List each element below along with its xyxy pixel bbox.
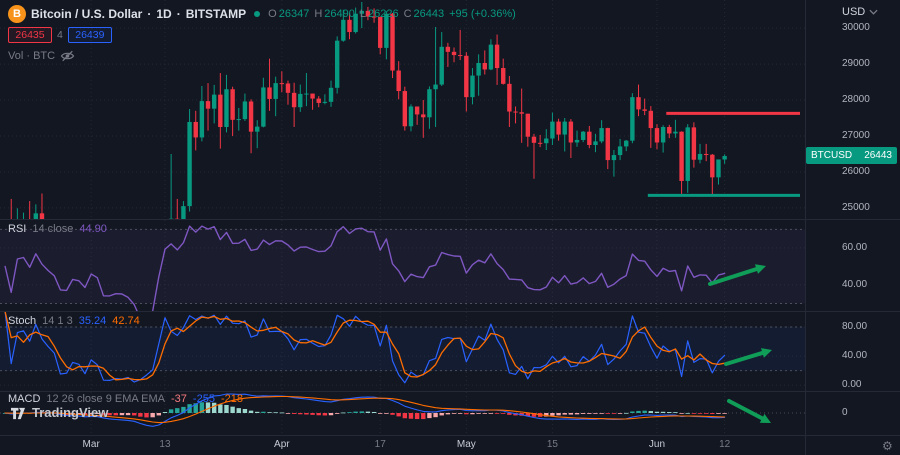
high-value: 26490	[324, 8, 355, 20]
axis-tick-label: 26000	[842, 165, 870, 177]
time-tick-label: Apr	[274, 439, 290, 450]
currency-selector[interactable]: USD	[842, 6, 878, 18]
rsi-params: 14 close	[32, 223, 74, 235]
axis-tick-label: 29000	[842, 58, 870, 70]
macd-line-value: -255	[192, 393, 215, 405]
btc-coin-icon: B	[8, 5, 26, 23]
pane-separator[interactable]	[0, 311, 900, 312]
time-tick-label: Mar	[82, 439, 100, 450]
stoch-params: 14 1 3	[42, 315, 73, 327]
stoch-k-value: 35.24	[78, 315, 107, 327]
arrow-annotation	[724, 350, 765, 366]
low-value: 26226	[367, 8, 399, 20]
volume-legend: Vol · BTC	[8, 50, 75, 62]
symbol-legend: B Bitcoin / U.S. Dollar · 1D · BITSTAMP …	[8, 5, 516, 23]
axis-tick-label: 40.00	[842, 278, 868, 290]
time-tick-label: 15	[546, 439, 558, 450]
rsi-value: 44.90	[79, 223, 107, 235]
axis-tick-label: 60.00	[842, 241, 868, 253]
sell-button[interactable]: 26435	[8, 27, 52, 43]
time-tick-label: 17	[374, 439, 386, 450]
price-axis[interactable]: 30000 29000 28000 27000 26000 25000 60.00 40.00…	[806, 0, 900, 435]
axis-tick-label: 0	[842, 407, 848, 418]
stoch-title[interactable]: Stoch	[8, 315, 37, 327]
macd-hist-value: -37	[171, 393, 187, 405]
currency-label: USD	[842, 6, 866, 18]
pane-separator[interactable]	[0, 219, 900, 220]
buy-button[interactable]: 26439	[67, 27, 112, 43]
price-tag-symbol: BTCUSD	[811, 150, 853, 162]
rsi-header: RSI 14 close 44.90	[8, 223, 107, 235]
axis-tick-label: 80.00	[842, 321, 868, 333]
macd-params: 12 26 close 9 EMA EMA	[46, 393, 166, 405]
time-tick-label: May	[456, 439, 476, 450]
macd-layer	[2, 393, 727, 427]
last-price-tag: BTCUSD 26443	[806, 147, 897, 165]
arrow-annotation	[708, 267, 759, 286]
axis-tick-label: 27000	[842, 129, 870, 141]
axis-tick-label: 25000	[842, 201, 870, 213]
price-tag-price: 26443	[864, 150, 892, 162]
separator-dot: ·	[147, 7, 152, 21]
time-tick-label: 12	[719, 439, 731, 450]
volume-label: Vol · BTC	[8, 50, 56, 62]
stoch-lines	[4, 312, 726, 384]
low-label: L	[359, 8, 366, 20]
rsi-title[interactable]: RSI	[8, 223, 27, 235]
tradingview-logo-text: TradingView	[32, 405, 109, 420]
interval-label[interactable]: 1D	[156, 7, 172, 21]
macd-title[interactable]: MACD	[8, 393, 41, 405]
macd-signal-value: -218	[220, 393, 243, 405]
rsi-line	[4, 225, 726, 311]
macd-header: MACD 12 26 close 9 EMA EMA -37 -255 -218	[8, 393, 243, 405]
spread-value: 4	[57, 29, 63, 41]
tradingview-logo[interactable]: TradingView	[10, 405, 108, 420]
time-axis-border	[0, 435, 900, 436]
separator-dot: ·	[176, 7, 181, 21]
exchange-label: BITSTAMP	[185, 7, 247, 21]
time-tick-label: 13	[159, 439, 171, 450]
high-label: H	[314, 8, 323, 20]
axis-tick-label: 40.00	[842, 350, 868, 362]
time-axis[interactable]: Mar 13 Apr 17 May 15 Jun 12	[0, 436, 806, 455]
close-value: 26443	[413, 8, 445, 20]
open-value: 26347	[278, 8, 310, 20]
symbol-title[interactable]: Bitcoin / U.S. Dollar	[31, 7, 143, 21]
change-value: +95 (+0.36%)	[449, 8, 516, 20]
axis-tick-label: 0.00	[842, 379, 862, 391]
pane-separator[interactable]	[0, 391, 900, 392]
bid-ask-row: 26435 4 26439	[8, 27, 112, 43]
axis-tick-label: 28000	[842, 94, 870, 106]
chevron-down-icon	[869, 9, 878, 15]
time-tick-label: Jun	[648, 439, 666, 450]
tradingview-logo-icon	[10, 405, 26, 420]
open-label: O	[268, 8, 277, 20]
axis-tick-label: 30000	[842, 22, 870, 34]
arrow-annotation	[727, 399, 765, 421]
stoch-header: Stoch 14 1 3 35.24 42.74	[8, 315, 140, 327]
market-status-dot	[254, 11, 261, 17]
eye-off-icon[interactable]	[60, 50, 75, 62]
stoch-d-value: 42.74	[112, 315, 140, 327]
close-label: C	[403, 8, 412, 20]
price-axis-border	[805, 0, 806, 455]
settings-gear-icon[interactable]: ⚙	[882, 439, 893, 453]
